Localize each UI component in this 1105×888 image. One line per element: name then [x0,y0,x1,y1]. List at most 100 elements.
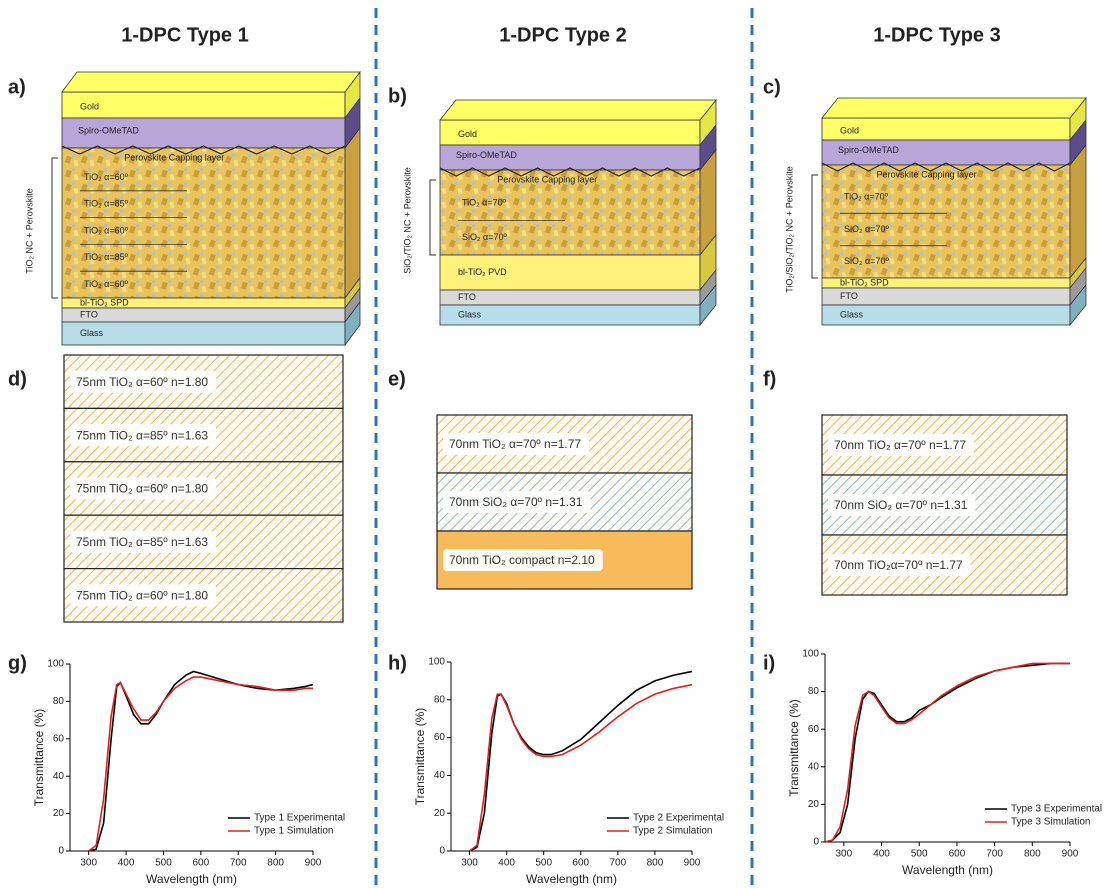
x-tick-label: 600 [572,858,589,869]
label-box [443,549,603,571]
stack-label: 70nm TiO₂ α=70º n=1.77 [834,438,966,452]
legend-label: Type 2 Simulation [633,826,713,837]
x-tick-label: 800 [267,858,284,869]
layer-label: Perovskite Capping layer [877,169,977,179]
y-tick-label: 80 [808,686,820,697]
layer-label: FTO [458,292,476,302]
layer-top [821,97,1087,119]
layer-label: TiO₂ α=60º [84,225,129,235]
layer-label: Gold [80,101,99,111]
x-tick-label: 700 [610,858,627,869]
layer-label: Glass [458,309,482,319]
layer-side [1069,283,1087,327]
series-line [824,662,1070,843]
x-tick-label: 900 [684,858,701,869]
stack-label: 70nm TiO₂ compact n=2.10 [449,553,595,567]
panel-label: i) [763,652,775,674]
layer-label: SiO₂ α=70º [844,256,889,266]
y-tick-label: 20 [808,799,820,810]
bracket [811,174,818,279]
y-tick-label: 60 [434,732,446,743]
layer-label: Gold [840,125,859,135]
x-tick-label: 900 [1062,849,1079,860]
panel-label: g) [8,652,27,674]
stack-label: 75nm TiO₂ α=60º n=1.80 [76,482,208,496]
label-box [70,424,217,447]
x-tick-label: 500 [535,858,552,869]
layer-label: Spiro-OMeTAD [456,150,517,160]
x-axis-label: Wavelength (nm) [526,872,617,886]
label-box [70,477,217,500]
layer-label: TiO₂ α=60º [84,279,129,289]
x-tick-label: 500 [911,849,928,860]
layer-label: bl-TiO₂ SPD [80,297,129,307]
side-label: SiO₂/TiO₂ NC + Perovskite [402,167,412,273]
x-tick-label: 700 [986,849,1003,860]
bracket [429,179,436,256]
x-tick-label: 600 [949,849,966,860]
x-tick-label: 500 [155,858,172,869]
column-title: 1-DPC Type 1 [121,24,248,46]
x-axis-label: Wavelength (nm) [146,872,237,886]
bracket [51,157,58,299]
y-tick-label: 40 [808,761,820,772]
y-axis-label: Transmittance (%) [413,708,427,806]
x-tick-label: 800 [1024,849,1041,860]
x-tick-label: 600 [193,858,210,869]
layer-side [1069,143,1087,280]
capping-edge [61,145,346,155]
series-line [88,670,314,852]
layer [61,307,346,323]
column-title: 1-DPC Type 2 [499,24,626,46]
stack-label: 70nm TiO₂ α=70º n=1.77 [449,437,581,451]
label-box [443,491,591,513]
panel-label: d) [8,368,27,390]
layer-label: Glass [840,309,864,319]
series-line [469,670,693,852]
stack-label: 75nm TiO₂ α=60º n=1.80 [76,588,208,602]
y-tick-label: 40 [53,771,65,782]
layer-label: Spiro-OMeTAD [78,125,139,135]
stack-label: 75nm TiO₂ α=85º n=1.63 [76,428,208,442]
layer-label: bl-TiO₂ PVD [458,267,507,277]
side-label: TiO₂ NC + Perovskite [24,188,34,273]
layer [439,254,701,291]
series-line [88,676,313,852]
y-tick-label: 20 [434,808,446,819]
capping-edge [439,167,701,177]
legend-label: Type 3 Simulation [1011,817,1091,828]
layer-label: Spiro-OMeTAD [838,145,899,155]
legend-label: Type 1 Simulation [254,826,334,837]
layer-side [699,283,717,327]
layer-label: SiO₂ α=70º [844,224,889,234]
layer [61,147,346,299]
layer-label: Glass [80,328,104,338]
layer [439,169,701,256]
layer-top [61,71,361,93]
stack-label: 70nm SiO₂ α=70º n=1.31 [834,498,968,512]
layer [439,119,701,146]
layer-label: TiO₂ α=70º [462,198,507,208]
stack-label: 70nm SiO₂ α=70º n=1.31 [449,495,583,509]
y-tick-label: 100 [47,659,64,670]
y-tick-label: 80 [434,694,446,705]
x-tick-label: 700 [230,858,247,869]
y-tick-label: 80 [53,696,65,707]
panel-label: e) [388,368,406,390]
layer-label: SiO₂ α=70º [462,232,507,242]
layer-label: FTO [840,291,858,301]
y-axis-label: Transmittance (%) [787,699,801,797]
layer [821,164,1071,279]
series-line [469,683,693,852]
x-tick-label: 800 [647,858,664,869]
layer-label: Perovskite Capping layer [124,152,224,162]
side-label: TiO₂/SiO₂/TiO₂ NC + Perovskite [784,166,794,293]
layer-label: Gold [458,129,477,139]
label-box [828,494,976,516]
layer [61,321,346,346]
label-box [70,530,217,553]
legend-label: Type 1 Experimental [254,813,345,824]
y-tick-label: 20 [53,808,65,819]
panel-label: b) [388,85,407,107]
layer-label: bl-TiO₂ SPD [840,277,889,287]
